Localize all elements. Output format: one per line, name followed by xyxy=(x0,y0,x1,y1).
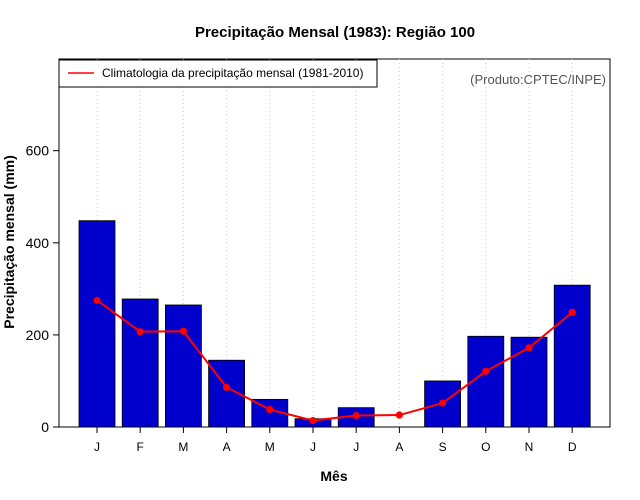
bar xyxy=(467,335,505,428)
x-tick-label: A xyxy=(223,440,231,454)
climatology-point xyxy=(309,416,317,425)
climatology-point xyxy=(223,383,231,391)
x-tick-label: D xyxy=(568,440,577,454)
x-tick-label: O xyxy=(481,440,490,454)
x-tick-label: N xyxy=(525,440,534,454)
climatology-point xyxy=(482,367,490,375)
bar-series xyxy=(78,220,591,428)
source-credit: (Produto:CPTEC/INPE) xyxy=(470,72,606,87)
bar xyxy=(553,284,591,428)
y-tick-label: 600 xyxy=(26,143,50,159)
climatology-point xyxy=(266,405,274,414)
x-tick-label: J xyxy=(94,440,100,454)
chart-title: Precipitação Mensal (1983): Região 100 xyxy=(195,24,475,41)
y-tick-label: 200 xyxy=(26,327,50,343)
climatology-series xyxy=(93,296,576,425)
x-tick-label: M xyxy=(265,440,275,454)
climatology-point xyxy=(352,411,360,420)
climatology-point xyxy=(136,328,144,336)
x-tick-label: M xyxy=(178,440,188,454)
legend: Climatologia da precipitação mensal (198… xyxy=(58,59,378,88)
x-tick-label: J xyxy=(310,440,316,454)
y-tick-label: 400 xyxy=(26,235,50,251)
climatology-point xyxy=(179,327,187,335)
x-tick-label: F xyxy=(137,440,144,454)
x-tick-label: S xyxy=(439,440,447,454)
climatology-point xyxy=(395,411,403,419)
x-tick-label: A xyxy=(395,440,403,454)
y-axis: 0 200 400 600 xyxy=(26,143,59,435)
climatology-point xyxy=(439,399,447,407)
y-tick-label: 0 xyxy=(41,419,49,435)
y-axis-title: Precipitação mensal (mm) xyxy=(1,155,17,329)
climatology-line xyxy=(96,299,573,422)
climatology-point xyxy=(568,308,576,316)
grid-lines xyxy=(96,59,573,427)
x-tick-label: J xyxy=(353,440,359,454)
bar xyxy=(164,304,202,428)
legend-box xyxy=(58,59,378,88)
bar xyxy=(78,220,116,428)
x-axis-title: Mês xyxy=(320,468,347,484)
bar xyxy=(121,298,159,428)
climatology-point xyxy=(525,344,533,352)
legend-entry: Climatologia da precipitação mensal (198… xyxy=(102,66,363,80)
climatology-point xyxy=(93,296,101,304)
bar xyxy=(510,336,548,428)
